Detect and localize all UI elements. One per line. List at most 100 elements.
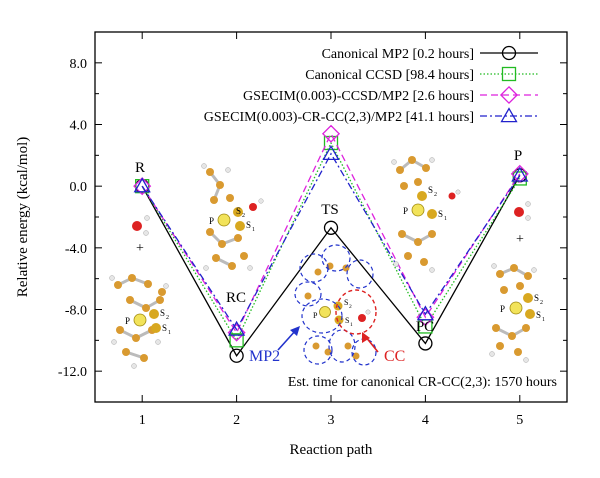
marker-diamond [227, 323, 246, 342]
data-point [416, 305, 434, 321]
marker-triangle [133, 177, 151, 193]
marker-triangle [228, 320, 246, 336]
atom-label-s2-sub: 2 [540, 300, 543, 306]
data-point [510, 164, 529, 183]
molecule-p: P S 2 S 1 + [489, 201, 545, 363]
data-point [511, 166, 529, 182]
x-tick-label: 5 [516, 413, 523, 428]
atom-label-s1-sub: 1 [542, 317, 545, 323]
atom-label-s1: S [162, 323, 167, 333]
marker-square [501, 66, 517, 82]
atom-label-p: P [209, 216, 214, 226]
data-point [133, 177, 152, 196]
series-2 [135, 135, 527, 348]
atom-label-p: P [403, 206, 408, 216]
plus-sign-left: + [136, 241, 144, 256]
data-point [416, 308, 435, 327]
data-point [323, 220, 339, 235]
cc-label: CC [384, 348, 405, 365]
series-4 [133, 145, 529, 336]
marker-diamond [321, 124, 341, 143]
marker-triangle [416, 305, 434, 321]
marker-diamond [510, 164, 529, 183]
atom-label-s2-sub: 2 [242, 213, 245, 219]
marker-triangle [511, 166, 529, 182]
data-point [228, 320, 246, 336]
atom-label-s1: S [345, 316, 349, 325]
marker-square [229, 333, 244, 348]
series-line [141, 152, 521, 331]
atom-label-s1-sub: 1 [350, 322, 353, 328]
molecule-pc: P S 2 S 1 [391, 156, 461, 273]
atom-label-s1-sub: 1 [444, 216, 447, 222]
atom-label-s2: S [160, 308, 165, 318]
atom-label-s1-sub: 1 [252, 227, 255, 233]
marker-circle [418, 336, 433, 351]
marker-diamond [499, 85, 519, 105]
marker-square [323, 135, 339, 151]
data-point [229, 333, 244, 348]
x-tick-label: 4 [422, 413, 429, 428]
molecule-r: P S 2 S 1 + [109, 215, 171, 369]
marker-diamond [133, 177, 152, 196]
point-label-pc: PC [416, 319, 434, 335]
marker-diamond [416, 308, 435, 327]
atom-label-p: P [125, 316, 130, 326]
marker-circle [501, 45, 517, 61]
x-tick-label: 3 [328, 413, 335, 428]
y-tick-label: -8.0 [65, 304, 87, 319]
data-point [322, 145, 340, 161]
molecule-ts: P S 2 S 1 MP2 CC [249, 244, 405, 366]
est-time-note: Est. time for canonical CR-CC(2,3): 1570… [288, 375, 557, 390]
point-label-rc: RC [226, 290, 246, 306]
x-axis-label: Reaction path [290, 442, 373, 458]
atom-label-s1-sub: 1 [168, 330, 171, 336]
legend-label: Canonical CCSD [98.4 hours] [305, 68, 474, 83]
series-line [141, 141, 521, 342]
point-label-ts: TS [321, 202, 339, 218]
marker-circle [323, 220, 339, 235]
series-line [141, 132, 521, 334]
molecule-illustrations: P S 2 S 1 + [109, 156, 545, 369]
legend-entry: GSECIM(0.003)-CCSD/MP2 [2.6 hours] [243, 85, 538, 105]
plus-sign-right: + [516, 232, 524, 247]
atom-label-s1: S [246, 220, 251, 230]
data-point [321, 124, 341, 143]
legend-label: GSECIM(0.003)-CCSD/MP2 [2.6 hours] [243, 89, 474, 104]
atom-label-s2-sub: 2 [434, 192, 437, 198]
atom-label-s2-sub: 2 [166, 315, 169, 321]
atom-label-p: P [313, 311, 318, 320]
atom-label-s2: S [428, 185, 433, 195]
point-label-r: R [135, 160, 145, 176]
y-tick-label: 8.0 [70, 57, 88, 72]
atom-label-s2: S [534, 293, 539, 303]
y-tick-label: 0.0 [70, 180, 88, 195]
point-label-p: P [514, 148, 522, 164]
atom-label-s2: S [344, 298, 348, 307]
data-point [227, 323, 246, 342]
atom-label-s2: S [236, 206, 241, 216]
y-tick-label: -12.0 [58, 365, 87, 380]
x-tick-label: 1 [139, 413, 146, 428]
atom-label-s1: S [536, 310, 541, 320]
y-tick-label: -4.0 [65, 242, 87, 257]
legend-entry: GSECIM(0.003)-CR-CC(2,3)/MP2 [41.1 hours… [204, 107, 538, 125]
y-tick-label: 4.0 [70, 119, 88, 134]
marker-triangle [500, 107, 518, 123]
series-line [141, 175, 521, 357]
legend-entry: Canonical CCSD [98.4 hours] [305, 66, 538, 83]
mp2-label: MP2 [249, 348, 280, 365]
legend: Canonical MP2 [0.2 hours] Canonical CCSD … [204, 45, 538, 125]
atom-label-s2-sub: 2 [349, 304, 352, 310]
data-point [418, 336, 433, 351]
atom-label-p: P [500, 304, 505, 314]
axis-ticks: 8.0 4.0 0.0 -4.0 -8.0 -12.0 1 2 3 4 5 [58, 31, 567, 428]
data-point [229, 348, 244, 363]
series-3 [133, 124, 529, 342]
atom-label-s1: S [438, 209, 443, 219]
x-tick-label: 2 [233, 413, 240, 428]
molecule-rc: P S 2 S 1 [201, 163, 264, 271]
legend-entry: Canonical MP2 [0.2 hours] [322, 45, 538, 62]
legend-label: Canonical MP2 [0.2 hours] [322, 47, 474, 62]
